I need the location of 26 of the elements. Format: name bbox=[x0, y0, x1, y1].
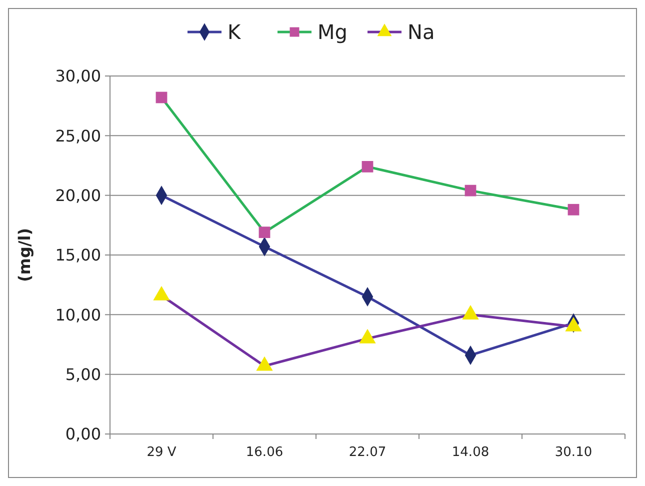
point bbox=[258, 226, 270, 238]
y-tick-label: 30,00 bbox=[55, 66, 101, 86]
point bbox=[565, 316, 582, 332]
y-tick-label: 15,00 bbox=[55, 246, 101, 265]
legend-label: Mg bbox=[318, 20, 348, 44]
x-tick-label: 14.08 bbox=[452, 445, 490, 460]
legend-label: Na bbox=[408, 20, 435, 44]
y-tick-label: 10,00 bbox=[55, 305, 101, 324]
point bbox=[153, 286, 170, 300]
point bbox=[464, 184, 476, 196]
point bbox=[362, 160, 374, 172]
legend-label: K bbox=[228, 20, 242, 44]
y-tick-label: 5,00 bbox=[65, 364, 101, 384]
y-tick-label: 0,00 bbox=[65, 424, 101, 444]
y-tick-label: 20,00 bbox=[55, 186, 101, 205]
y-axis-title: (mg/l) bbox=[15, 228, 34, 282]
point bbox=[256, 356, 273, 371]
point bbox=[156, 92, 168, 104]
x-tick-label: 30.10 bbox=[554, 445, 592, 460]
y-tick-label: 25,00 bbox=[55, 126, 101, 146]
point bbox=[359, 328, 376, 344]
x-tick-label: 22.07 bbox=[348, 445, 386, 460]
x-tick-label: 16.06 bbox=[246, 445, 284, 460]
point bbox=[462, 305, 479, 320]
point bbox=[568, 204, 580, 216]
x-tick-label: 29 V bbox=[146, 445, 176, 460]
